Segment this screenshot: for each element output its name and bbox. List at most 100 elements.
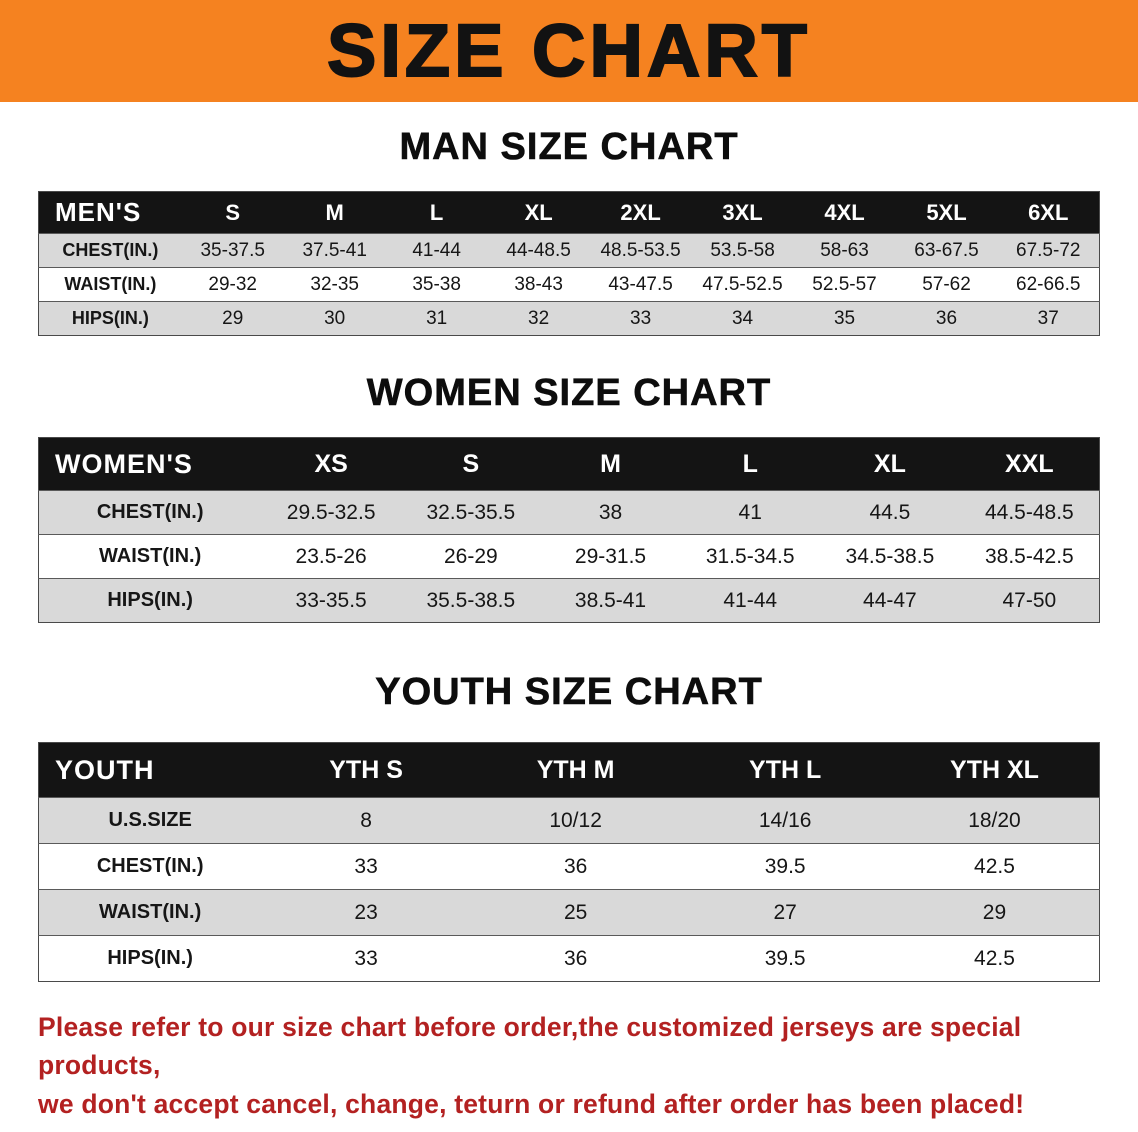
- size-value-cell: 34: [731, 307, 754, 329]
- table-row: U.S.SIZE 8 10/12 14/16 18/20: [38, 797, 1100, 844]
- table-row: WAIST(IN.) 29-32 32-35 35-38 38-43 43-47.5 47.…: [38, 267, 1100, 302]
- size-column-header: 2XL: [589, 191, 692, 234]
- size-value-cell: 37: [1037, 307, 1059, 329]
- size-column-header: L: [680, 437, 821, 491]
- size-column-header: YTH XL: [889, 742, 1100, 798]
- size-column-header: XXL: [959, 437, 1100, 491]
- women-size-section: WOMEN SIZE CHART WOMEN'S XS S M L XL XXL CHEST…: [0, 372, 1138, 623]
- size-value-cell: 44.5: [869, 500, 911, 524]
- size-column-header: S: [400, 437, 541, 491]
- size-value-cell: 67.5-72: [1016, 239, 1081, 261]
- men-section-heading: MAN SIZE CHART: [399, 126, 739, 169]
- size-value-cell: 38.5-42.5: [984, 544, 1074, 568]
- size-column-header: XL: [487, 191, 590, 234]
- size-value-cell: 48.5-53.5: [600, 239, 681, 261]
- size-value-cell: 32: [528, 307, 550, 329]
- size-column-header: 6XL: [997, 191, 1100, 234]
- row-label: HIPS(IN.): [107, 589, 193, 611]
- women-table-header-row: WOMEN'S XS S M L XL XXL: [38, 437, 1100, 491]
- table-corner-label: YOUTH: [38, 742, 262, 798]
- size-chart-banner: SIZE CHART: [0, 0, 1138, 102]
- size-value-cell: 29: [222, 307, 244, 329]
- women-table-body: CHEST(IN.) 29.5-32.5 32.5-35.5 38 41 44.5 44.5…: [38, 490, 1100, 623]
- size-value-cell: 33-35.5: [295, 588, 367, 612]
- size-value-cell: 47-50: [1002, 588, 1057, 612]
- size-value-cell: 44.5-48.5: [984, 500, 1074, 524]
- disclaimer-line-1: Please refer to our size chart before or…: [38, 1012, 1022, 1081]
- table-row: HIPS(IN.) 29 30 31 32 33 34 35 36 37: [38, 301, 1100, 336]
- size-value-cell: 53.5-58: [710, 239, 775, 261]
- size-column-header: XS: [261, 437, 401, 491]
- table-row: HIPS(IN.) 33 36 39.5 42.5: [38, 935, 1100, 982]
- size-column-header: XL: [820, 437, 960, 491]
- size-value-cell: 31.5-34.5: [705, 544, 795, 568]
- size-value-cell: 41-44: [723, 588, 778, 612]
- size-value-cell: 36: [563, 946, 588, 970]
- table-row: CHEST(IN.) 35-37.5 37.5-41 41-44 44-48.5 48.5…: [38, 233, 1100, 268]
- table-row: WAIST(IN.) 23.5-26 26-29 29-31.5 31.5-34.5 34…: [38, 534, 1100, 579]
- banner-title: SIZE CHART: [326, 9, 811, 92]
- size-value-cell: 29-32: [208, 273, 258, 295]
- size-value-cell: 34.5-38.5: [845, 544, 935, 568]
- youth-section-heading: YOUTH SIZE CHART: [375, 671, 763, 714]
- size-value-cell: 39.5: [764, 854, 806, 878]
- youth-table-body: U.S.SIZE 8 10/12 14/16 18/20 CHEST(IN.) 33 36 39…: [38, 797, 1100, 982]
- row-label: HIPS(IN.): [71, 308, 149, 328]
- size-column-header: YTH S: [261, 742, 471, 798]
- men-size-table: MEN'S S M L XL 2XL 3XL 4XL 5XL 6XL CHEST(IN.) 35-3…: [38, 191, 1100, 336]
- women-size-table: WOMEN'S XS S M L XL XXL CHEST(IN.) 29.5-32.5 32.…: [38, 437, 1100, 623]
- size-value-cell: 44-47: [863, 588, 917, 612]
- size-value-cell: 26-29: [443, 544, 498, 568]
- row-label: U.S.SIZE: [108, 809, 192, 831]
- table-corner-label: MEN'S: [38, 191, 182, 234]
- size-value-cell: 38.5-41: [574, 588, 647, 612]
- size-value-cell: 37.5-41: [302, 239, 367, 261]
- youth-size-table: YOUTH YTH S YTH M YTH L YTH XL U.S.SIZE 8 10/1…: [38, 742, 1100, 982]
- size-value-cell: 36: [935, 307, 958, 329]
- size-value-cell: 29-31.5: [574, 544, 647, 568]
- men-size-section: MAN SIZE CHART MEN'S S M L XL 2XL 3XL 4XL 5XL 6XL…: [0, 126, 1138, 336]
- size-value-cell: 33: [630, 307, 652, 329]
- women-section-heading: WOMEN SIZE CHART: [366, 372, 772, 415]
- size-value-cell: 44-48.5: [506, 239, 571, 261]
- size-value-cell: 47.5-52.5: [702, 273, 783, 295]
- youth-size-section: YOUTH SIZE CHART YOUTH YTH S YTH M YTH L YTH…: [0, 671, 1138, 982]
- size-value-cell: 31: [426, 307, 448, 329]
- row-label: WAIST(IN.): [99, 901, 202, 923]
- size-value-cell: 39.5: [764, 946, 806, 970]
- size-value-cell: 43-47.5: [608, 273, 673, 295]
- row-label: CHEST(IN.): [62, 240, 159, 260]
- size-value-cell: 23.5-26: [295, 544, 367, 568]
- row-label: CHEST(IN.): [96, 501, 204, 523]
- size-value-cell: 27: [773, 900, 797, 924]
- size-value-cell: 32-35: [310, 273, 359, 295]
- size-value-cell: 41: [738, 500, 762, 524]
- size-column-header: L: [385, 191, 488, 234]
- size-value-cell: 25: [563, 900, 588, 924]
- size-value-cell: 14/16: [758, 808, 812, 832]
- youth-table-header-row: YOUTH YTH S YTH M YTH L YTH XL: [38, 742, 1100, 798]
- row-label: WAIST(IN.): [99, 545, 202, 567]
- table-corner-label: WOMEN'S: [38, 437, 262, 491]
- size-value-cell: 23: [354, 900, 378, 924]
- size-value-cell: 10/12: [549, 808, 602, 832]
- size-column-header: 5XL: [895, 191, 998, 234]
- size-column-header: 4XL: [793, 191, 896, 234]
- size-value-cell: 63-67.5: [914, 239, 979, 261]
- men-table-body: CHEST(IN.) 35-37.5 37.5-41 41-44 44-48.5 48.5…: [38, 233, 1100, 336]
- size-column-header: YTH L: [680, 742, 890, 798]
- size-value-cell: 29.5-32.5: [286, 500, 376, 524]
- size-value-cell: 52.5-57: [812, 273, 877, 295]
- size-value-cell: 57-62: [922, 273, 971, 295]
- size-value-cell: 18/20: [968, 808, 1021, 832]
- size-column-header: M: [540, 437, 681, 491]
- row-label: CHEST(IN.): [96, 855, 204, 877]
- size-value-cell: 35-37.5: [200, 239, 265, 261]
- disclaimer-text: Please refer to our size chart before or…: [38, 1008, 1100, 1123]
- size-column-header: M: [283, 191, 386, 234]
- size-value-cell: 38-43: [514, 273, 563, 295]
- size-value-cell: 36: [563, 854, 588, 878]
- row-label: HIPS(IN.): [107, 947, 193, 969]
- men-table-header-row: MEN'S S M L XL 2XL 3XL 4XL 5XL 6XL: [38, 191, 1100, 234]
- size-value-cell: 32.5-35.5: [426, 500, 516, 524]
